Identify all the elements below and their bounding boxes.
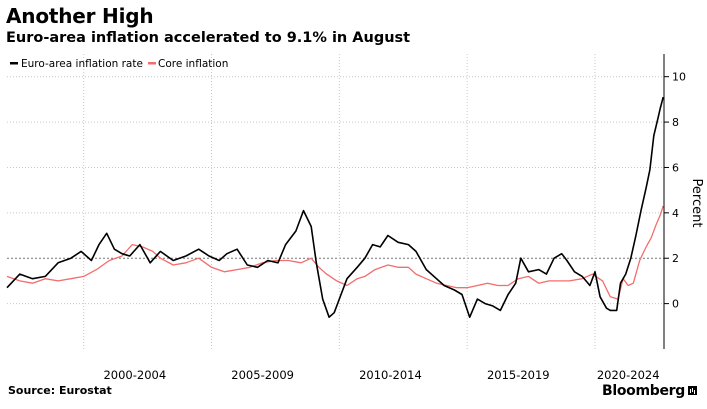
legend-swatch-headline bbox=[10, 62, 18, 65]
bloomberg-icon bbox=[688, 386, 697, 395]
x-tick-label: 2010-2014 bbox=[359, 368, 422, 382]
legend-label-core: Core inflation bbox=[158, 58, 228, 70]
x-tick-label: 2000-2004 bbox=[103, 368, 166, 382]
x-tick-label: 2005-2009 bbox=[231, 368, 294, 382]
y-axis: 0 2 4 6 8 10 bbox=[663, 54, 686, 349]
y-tick-label: 2 bbox=[672, 252, 679, 265]
source-note: Source: Eurostat bbox=[8, 384, 112, 397]
y-tick-label: 10 bbox=[672, 71, 686, 84]
legend-label-headline: Euro-area inflation rate bbox=[21, 58, 143, 70]
legend: Euro-area inflation rate Core inflation bbox=[10, 58, 228, 70]
legend-swatch-core bbox=[148, 62, 156, 65]
series-line-headline bbox=[6, 96, 664, 318]
y-tick-label: 8 bbox=[672, 116, 679, 129]
x-axis-labels: 2000-2004 2005-2009 2010-2014 2015-2019 2020… bbox=[103, 368, 659, 382]
y-tick-label: 4 bbox=[672, 207, 679, 220]
y-tick-label: 0 bbox=[672, 298, 679, 311]
x-tick-label: 2020-2024 bbox=[597, 368, 660, 382]
brand-wordmark: Bloomberg bbox=[601, 383, 685, 399]
y-tick-label: 6 bbox=[672, 161, 679, 174]
series-layer bbox=[6, 96, 664, 318]
series-line-core bbox=[6, 205, 664, 300]
brand-logo: Bloomberg bbox=[602, 383, 697, 399]
y-axis-title: Percent bbox=[689, 179, 704, 228]
x-tick-label: 2015-2019 bbox=[487, 368, 550, 382]
chart-subtitle: Euro-area inflation accelerated to 9.1% … bbox=[6, 30, 411, 46]
gridlines bbox=[7, 54, 664, 349]
chart-title: Another High bbox=[6, 4, 154, 28]
